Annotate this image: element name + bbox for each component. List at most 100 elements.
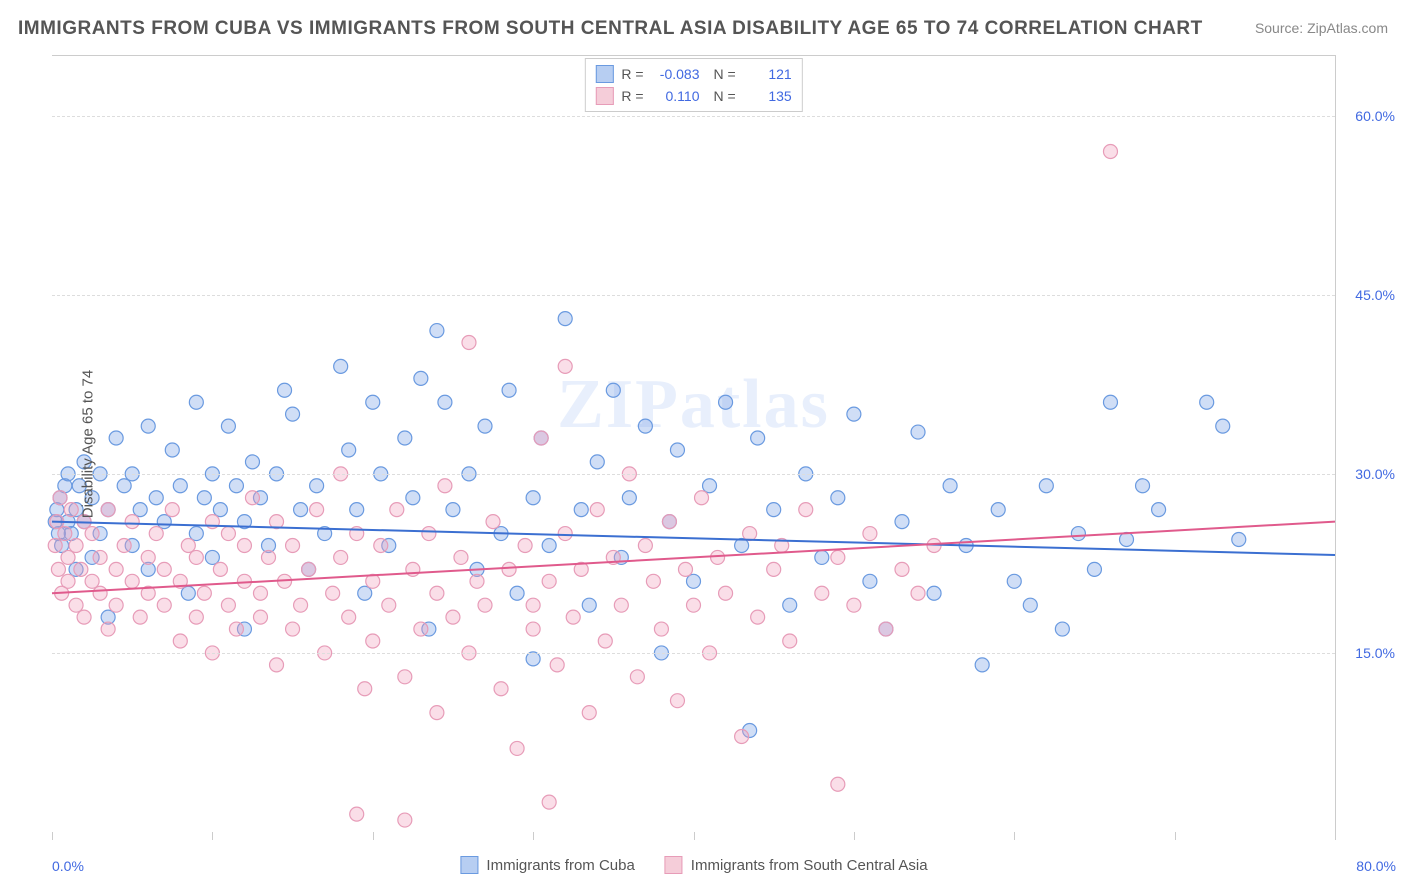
data-point — [334, 359, 348, 373]
swatch-series-1 — [595, 87, 613, 105]
data-point — [173, 634, 187, 648]
data-point — [221, 419, 235, 433]
x-tick — [1175, 832, 1176, 840]
data-point — [165, 503, 179, 517]
data-point — [879, 622, 893, 636]
data-point — [895, 515, 909, 529]
chart-container: ZIPatlas R = -0.083 N = 121 R = 0.110 N … — [52, 55, 1336, 832]
series-legend-item-1: Immigrants from South Central Asia — [665, 856, 928, 874]
data-point — [670, 443, 684, 457]
data-point — [991, 503, 1005, 517]
scatter-plot-svg — [52, 56, 1335, 832]
series-name-1: Immigrants from South Central Asia — [691, 857, 928, 874]
swatch-series-0-bottom — [460, 856, 478, 874]
gridline — [52, 116, 1335, 117]
source-attribution: Source: ZipAtlas.com — [1255, 20, 1388, 36]
data-point — [310, 479, 324, 493]
data-point — [189, 610, 203, 624]
data-point — [294, 598, 308, 612]
data-point — [831, 491, 845, 505]
data-point — [278, 383, 292, 397]
data-point — [173, 479, 187, 493]
data-point — [422, 527, 436, 541]
data-point — [646, 574, 660, 588]
data-point — [69, 598, 83, 612]
data-point — [101, 622, 115, 636]
data-point — [815, 586, 829, 600]
data-point — [558, 359, 572, 373]
data-point — [895, 562, 909, 576]
data-point — [390, 503, 404, 517]
data-point — [64, 503, 78, 517]
data-point — [590, 455, 604, 469]
data-point — [486, 515, 500, 529]
data-point — [526, 491, 540, 505]
data-point — [398, 431, 412, 445]
y-tick-label: 30.0% — [1355, 466, 1395, 482]
data-point — [670, 694, 684, 708]
data-point — [943, 479, 957, 493]
data-point — [975, 658, 989, 672]
r-value-0: -0.083 — [652, 66, 700, 82]
data-point — [510, 741, 524, 755]
data-point — [221, 527, 235, 541]
data-point — [149, 491, 163, 505]
y-axis-label: Disability Age 65 to 74 — [80, 369, 97, 517]
data-point — [566, 610, 580, 624]
data-point — [181, 586, 195, 600]
data-point — [1200, 395, 1214, 409]
data-point — [74, 562, 88, 576]
data-point — [85, 574, 99, 588]
data-point — [270, 658, 284, 672]
data-point — [157, 515, 171, 529]
data-point — [1039, 479, 1053, 493]
data-point — [101, 503, 115, 517]
data-point — [1216, 419, 1230, 433]
x-tick — [1014, 832, 1015, 840]
data-point — [687, 598, 701, 612]
data-point — [109, 562, 123, 576]
data-point — [863, 527, 877, 541]
data-point — [93, 586, 107, 600]
data-point — [438, 395, 452, 409]
data-point — [157, 562, 171, 576]
data-point — [189, 550, 203, 564]
series-legend: Immigrants from Cuba Immigrants from Sou… — [460, 856, 927, 874]
data-point — [262, 550, 276, 564]
x-tick — [1335, 832, 1336, 840]
data-point — [654, 622, 668, 636]
data-point — [534, 431, 548, 445]
data-point — [911, 425, 925, 439]
data-point — [133, 610, 147, 624]
n-value-1: 135 — [744, 88, 792, 104]
data-point — [229, 479, 243, 493]
data-point — [342, 443, 356, 457]
r-label: R = — [621, 88, 643, 104]
data-point — [141, 550, 155, 564]
data-point — [582, 706, 596, 720]
data-point — [189, 395, 203, 409]
data-point — [751, 431, 765, 445]
data-point — [638, 419, 652, 433]
data-point — [382, 598, 396, 612]
data-point — [719, 586, 733, 600]
data-point — [58, 527, 72, 541]
data-point — [141, 419, 155, 433]
data-point — [526, 598, 540, 612]
data-point — [614, 598, 628, 612]
data-point — [622, 491, 636, 505]
data-point — [478, 419, 492, 433]
data-point — [294, 503, 308, 517]
stats-legend-row-0: R = -0.083 N = 121 — [595, 63, 791, 85]
data-point — [703, 479, 717, 493]
data-point — [358, 586, 372, 600]
data-point — [438, 479, 452, 493]
data-point — [719, 395, 733, 409]
data-point — [1103, 395, 1117, 409]
data-point — [454, 550, 468, 564]
x-tick — [373, 832, 374, 840]
data-point — [542, 795, 556, 809]
y-tick-label: 60.0% — [1355, 108, 1395, 124]
data-point — [125, 515, 139, 529]
data-point — [510, 586, 524, 600]
